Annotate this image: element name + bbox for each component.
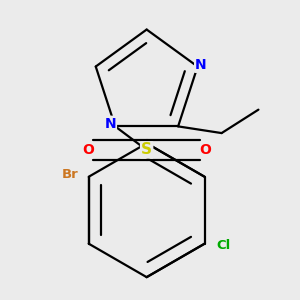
- Text: Cl: Cl: [216, 239, 230, 252]
- Text: S: S: [141, 142, 152, 158]
- Text: O: O: [199, 143, 211, 157]
- Text: O: O: [82, 143, 94, 157]
- Text: N: N: [104, 117, 116, 131]
- Text: Br: Br: [62, 168, 79, 181]
- Text: N: N: [195, 58, 207, 72]
